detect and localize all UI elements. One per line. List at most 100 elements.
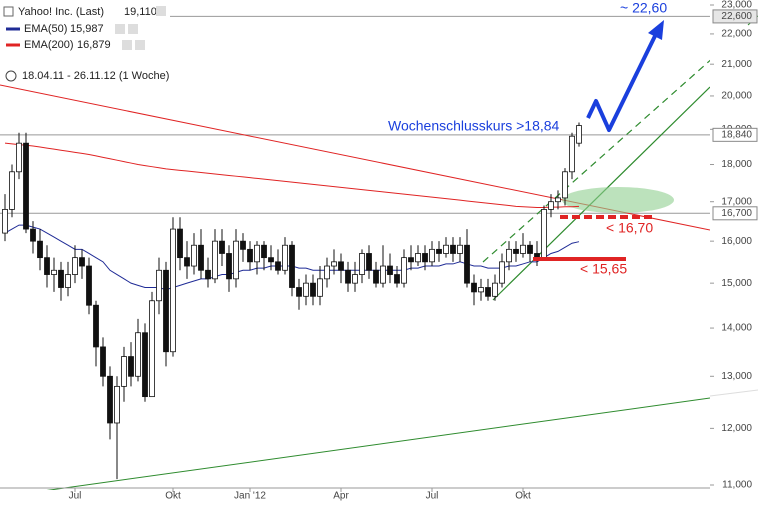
candle-body [135,332,141,377]
candle-body [345,269,351,284]
x-tick-label: Jan '12 [234,491,266,502]
candle-body [513,248,519,254]
candle-body [296,287,302,297]
candle-body [548,201,554,210]
candle-body [142,332,148,398]
candle-body [233,240,239,280]
level-label: 16,700 [721,208,752,219]
button[interactable] [115,24,125,34]
date-range: 18.04.11 - 26.11.12 (1 Woche) [22,70,169,82]
zone [562,187,674,213]
candle-body [471,282,477,293]
y-tick-label: 17,000 [721,196,752,207]
x-tick-label: Jul [69,491,82,502]
candle-body [107,375,113,424]
annotation: < 15,65 [580,261,627,277]
last-price: 19,110 [124,6,157,18]
y-tick-label: 22,000 [721,29,752,40]
candle-body [499,261,505,284]
x-tick-label: Apr [333,491,349,502]
candle-body [303,282,309,297]
candle-body [247,248,253,263]
candle-body [338,261,344,271]
candle-body [170,228,176,353]
y-tick-label: 12,000 [721,423,752,434]
candle-body [380,265,386,284]
candle-body [387,265,393,275]
y-tick-label: 15,000 [721,278,752,289]
candle-body [282,244,288,271]
candle-body [457,244,463,254]
candle-body [401,257,407,284]
candle-body [114,385,120,424]
candle-body [569,135,575,173]
candle-body [37,240,43,259]
candle-body [219,240,225,254]
support-line-ext [709,389,758,397]
y-tick-label: 14,000 [721,323,752,334]
drawings-top [533,20,664,261]
candle-body [541,209,547,259]
y-tick-label: 13,000 [721,371,752,382]
candle-body [121,356,127,387]
candle-body [436,248,442,254]
annotation: < 16,70 [606,220,653,236]
level-tag [712,9,758,24]
candle-body [478,287,484,293]
candle-body [51,269,57,275]
candle-body [30,228,36,242]
legend-value: 15,987 [70,23,104,35]
icon [3,6,14,17]
candle-body [2,209,8,234]
y-tick-label: 16,000 [721,236,752,247]
candle-body [79,257,85,267]
candle-body [562,171,568,199]
button[interactable] [122,40,132,50]
candle-body [289,244,295,288]
y-tick-label: 23,000 [721,0,752,11]
x-tick-label: Okt [515,491,531,502]
support-line [46,397,710,490]
candle-body [268,257,274,263]
forecast-arrow [586,35,657,132]
levels [0,15,710,214]
candle-body [373,269,379,284]
candle-body [324,265,330,280]
legend-label: EMA(50) [24,23,67,35]
candle-body [163,269,169,353]
x-tick-label: Jul [426,491,439,502]
candle-body [149,300,155,398]
candle-body [317,278,323,297]
candle-body [205,269,211,280]
ema-line [4,142,580,208]
candle-body [429,248,435,263]
candle-body [58,269,64,288]
candle-body [191,244,197,267]
candle-body [352,274,358,284]
candle-body [576,125,582,144]
level-label: 22,600 [721,11,752,22]
candle-body [16,142,22,173]
candle-body [464,244,470,284]
candle-body [275,261,281,271]
candle-body [443,244,449,254]
candle-body [366,253,372,271]
candle-body [450,244,456,254]
button[interactable] [156,6,166,16]
button[interactable] [128,24,138,34]
button[interactable] [135,40,145,50]
candle-body [156,269,162,302]
candle-body [310,282,316,297]
candle-body [408,257,414,263]
candle-body [9,171,15,210]
candle-body [128,356,134,377]
annotation: ~ 22,60 [620,0,667,16]
drawings [0,59,710,490]
arrow-head [648,20,664,40]
title: Yahoo! Inc. (Last) [18,6,104,18]
candle-body [86,265,92,306]
x-tick-label: Okt [165,491,181,502]
candle-body [93,304,99,348]
